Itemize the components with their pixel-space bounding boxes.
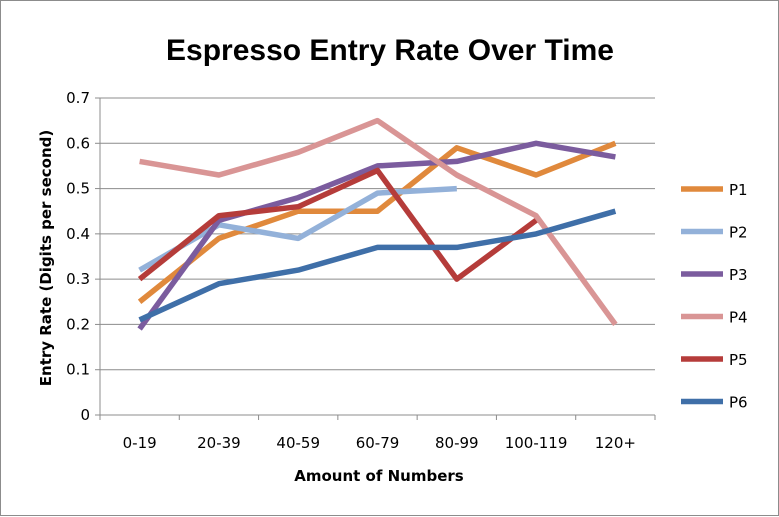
- chart-title: Espresso Entry Rate Over Time: [166, 34, 614, 67]
- y-tick-label: 0.7: [66, 89, 90, 107]
- x-axis-label: Amount of Numbers: [294, 467, 464, 485]
- legend-label: P1: [729, 181, 748, 199]
- axes: 0 0.1 0.2 0.3 0.4 0.5 0.6 0.7 0-19 20-39 40-59 60-7…: [66, 89, 656, 452]
- x-tick-label: 80-99: [435, 434, 479, 452]
- y-tick-label: 0: [80, 406, 90, 424]
- y-tick-label: 0.1: [66, 361, 90, 379]
- y-tick-label: 0.3: [66, 270, 90, 288]
- y-axis-label: Entry Rate (Digits per second): [37, 130, 55, 386]
- y-tick-label: 0.2: [66, 315, 90, 333]
- series-line-p3: [137, 140, 616, 331]
- legend-label: P5: [729, 351, 748, 369]
- x-tick-label: 20-39: [197, 434, 241, 452]
- legend-item-p4: P4: [681, 309, 748, 327]
- y-tick-label: 0.6: [66, 134, 90, 152]
- legend-label: P2: [729, 224, 748, 242]
- series-lines: [137, 117, 618, 331]
- x-tick-label: 40-59: [276, 434, 320, 452]
- series-line-p2: [138, 185, 457, 273]
- series-line-p6: [138, 208, 617, 323]
- x-tick-label: 120+: [595, 434, 636, 452]
- legend: P1 P2 P3 P4 P5 P6: [681, 181, 748, 412]
- x-tick-label: 60-79: [356, 434, 400, 452]
- series-line-p1: [137, 140, 617, 304]
- legend-item-p3: P3: [681, 266, 748, 284]
- x-tick-label: 100-119: [505, 434, 568, 452]
- series-line-p5: [137, 167, 538, 282]
- legend-label: P6: [729, 394, 748, 412]
- y-tick-label: 0.4: [66, 225, 90, 243]
- legend-item-p1: P1: [681, 181, 748, 199]
- series-line-p4: [139, 117, 618, 327]
- grid-lines: [100, 97, 655, 371]
- legend-label: P4: [729, 309, 748, 327]
- y-tick-label: 0.5: [66, 180, 90, 198]
- legend-label: P3: [729, 266, 748, 284]
- legend-item-p6: P6: [681, 394, 748, 412]
- legend-item-p2: P2: [681, 224, 748, 242]
- x-tick-label: 0-19: [123, 434, 157, 452]
- legend-item-p5: P5: [681, 351, 748, 369]
